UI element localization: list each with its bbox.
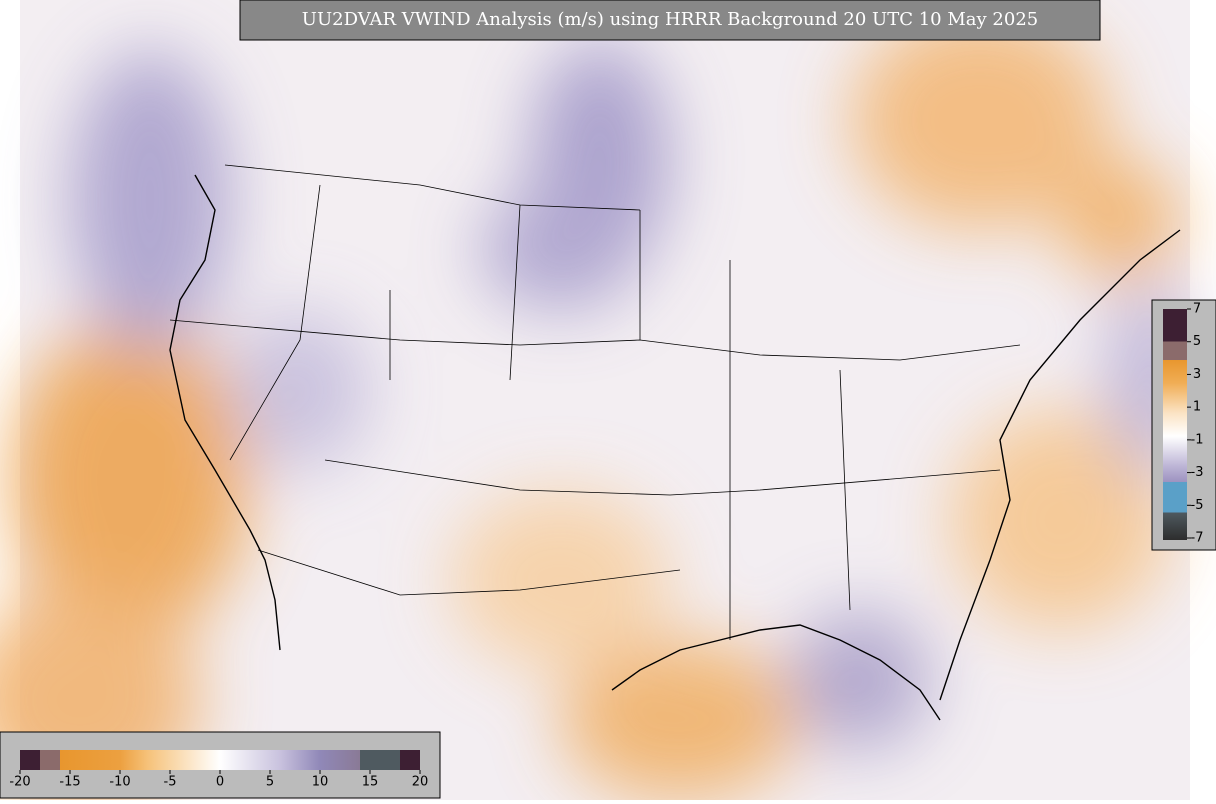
tick-label: 10	[312, 775, 329, 790]
tick-label: -20	[9, 775, 30, 790]
tick-label: -10	[109, 775, 130, 790]
tick-label: 5	[266, 775, 274, 790]
tick-label: -7	[1191, 531, 1204, 546]
tick-label: 5	[1193, 334, 1201, 349]
tick-label: 20	[412, 775, 429, 790]
tick-label: 0	[216, 775, 224, 790]
tick-label: 7	[1193, 302, 1201, 317]
tick-label: -3	[1191, 465, 1204, 480]
colorbar-right: 7 5 3 1 -1 -3 -5 -7	[1151, 299, 1216, 551]
map-field	[0, 0, 1190, 804]
tick-label: -5	[164, 775, 177, 790]
tick-label: 15	[362, 775, 379, 790]
map-title: UU2DVAR VWIND Analysis (m/s) using HRRR …	[302, 9, 1038, 30]
title-box: UU2DVAR VWIND Analysis (m/s) using HRRR …	[239, 0, 1101, 41]
tick-label: -1	[1191, 432, 1204, 447]
colorbar-bottom: -20 -15 -10 -5 0 5 10 15 20	[0, 731, 441, 799]
tick-label: -5	[1191, 498, 1204, 513]
tick-label: -15	[59, 775, 80, 790]
tick-label: 3	[1193, 367, 1201, 382]
tick-label: 1	[1193, 400, 1201, 415]
